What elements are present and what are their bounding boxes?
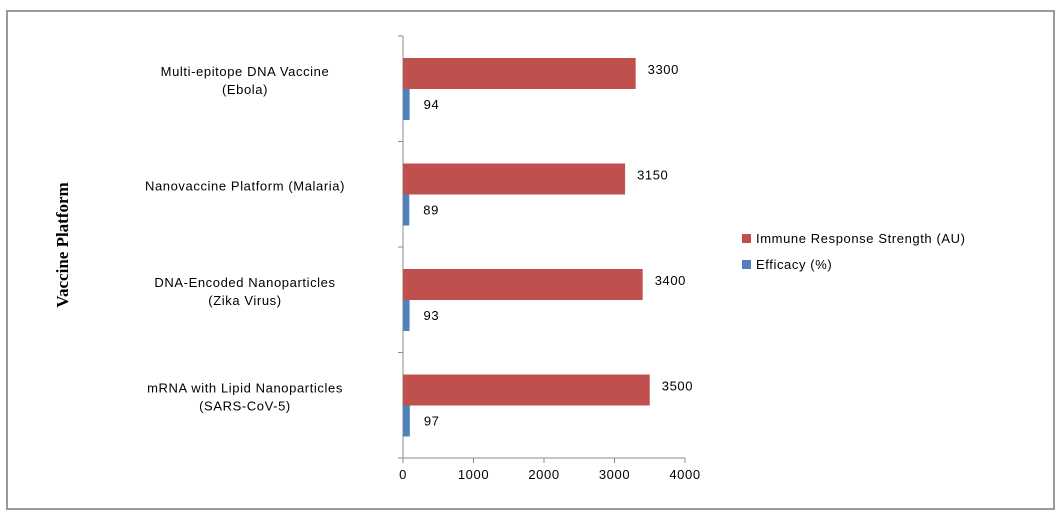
category-label: (Ebola) [222,82,268,97]
category-label: Multi-epitope DNA Vaccine [161,64,330,79]
value-tick-label: 3000 [599,467,630,482]
category-label: DNA-Encoded Nanoparticles [154,275,335,290]
data-label-immune-response: 3300 [648,62,679,77]
bar-efficacy [403,300,410,331]
chart-frame [6,10,1055,510]
legend: Immune Response Strength (AU) Efficacy (%… [742,231,966,272]
data-label-immune-response: 3400 [655,273,686,288]
data-label-efficacy: 97 [424,414,440,429]
bar-efficacy [403,405,410,437]
legend-label: Immune Response Strength (AU) [756,231,966,246]
value-tick-label: 1000 [458,467,489,482]
bar-efficacy [403,89,410,120]
data-label-immune-response: 3150 [637,168,668,183]
category-label: Nanovaccine Platform (Malaria) [145,178,345,193]
value-tick-label: 4000 [669,467,700,482]
bars [403,58,650,437]
value-tick-label: 0 [399,467,407,482]
labels: 0 1000 2000 3000 4000 Multi-epitope DNA Vacci… [145,62,700,482]
bar-immune-response [403,58,636,89]
data-label-efficacy: 94 [424,97,440,112]
category-label: (SARS-CoV-5) [199,398,291,413]
legend-swatch [742,260,751,269]
bar-immune-response [403,163,626,195]
category-label: (Zika Virus) [208,293,281,308]
bar-immune-response [403,269,643,300]
y-axis-title: Vaccine Platform [53,182,72,307]
data-label-immune-response: 3500 [662,379,693,394]
legend-label: Efficacy (%) [756,257,832,272]
category-label: mRNA with Lipid Nanoparticles [147,380,343,395]
legend-swatch [742,234,751,243]
bar-immune-response [403,374,650,406]
value-tick-label: 2000 [528,467,559,482]
tick-marks [398,35,686,463]
bar-efficacy [403,194,410,226]
data-label-efficacy: 89 [423,203,439,218]
data-label-efficacy: 93 [424,308,440,323]
